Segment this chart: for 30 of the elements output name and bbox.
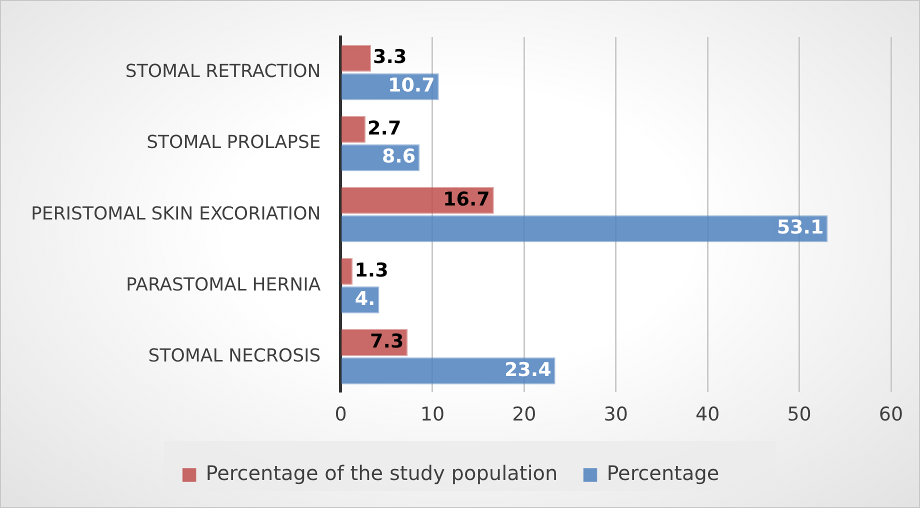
x-tick-label: 0: [334, 404, 347, 426]
data-label: 53.1: [776, 216, 824, 239]
data-label: 4.: [354, 288, 376, 310]
legend-label: Percentage: [606, 461, 720, 486]
data-label: 3.3: [373, 46, 407, 68]
bar: [342, 215, 828, 242]
x-tick-label: 20: [512, 404, 536, 426]
data-label: 1.3: [354, 259, 388, 282]
y-tick-label: STOMAL NECROSIS: [148, 345, 321, 366]
bar: [342, 116, 366, 143]
data-label: 2.7: [368, 117, 402, 140]
data-label: 16.7: [443, 188, 490, 210]
data-label: 23.4: [504, 358, 552, 381]
data-label: 8.6: [382, 146, 416, 168]
x-tick-label: 50: [787, 404, 812, 426]
data-label: 10.7: [388, 74, 435, 97]
y-tick-label: STOMAL PROLAPSE: [146, 132, 321, 154]
bar: [342, 357, 556, 384]
y-tick-label: STOMAL RETRACTION: [125, 61, 321, 82]
legend-label: Percentage of the study population: [206, 461, 558, 486]
y-tick-label: PERISTOMAL SKIN EXCORIATION: [31, 203, 321, 224]
x-tick-label: 10: [420, 404, 445, 426]
x-tick-label: 30: [604, 404, 628, 426]
x-tick-label: 60: [878, 404, 904, 426]
data-label: 7.3: [370, 330, 404, 352]
bar: [342, 186, 494, 214]
y-tick-label: PARASTOMAL HERNIA: [126, 274, 322, 296]
bar: [342, 44, 372, 72]
bar: [342, 258, 353, 285]
x-tick-label: 40: [695, 404, 720, 426]
